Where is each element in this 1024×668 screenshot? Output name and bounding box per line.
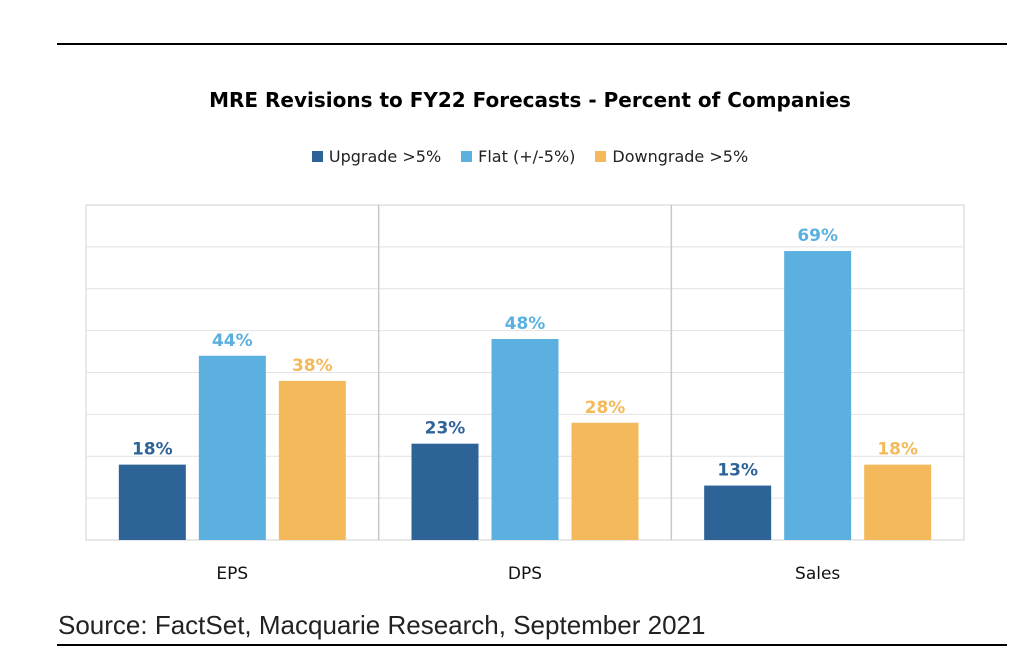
- data-label: 18%: [132, 440, 173, 460]
- bar-eps-1: [198, 355, 266, 540]
- bar-dps-2: [571, 422, 639, 540]
- category-label: EPS: [216, 564, 248, 584]
- bar-sales-0: [704, 485, 772, 540]
- source-note: Source: FactSet, Macquarie Research, Sep…: [58, 610, 706, 640]
- legend-swatch-downgrade: [595, 151, 607, 162]
- data-label: 23%: [425, 419, 466, 439]
- category-label: DPS: [508, 564, 542, 584]
- data-label: 48%: [505, 314, 546, 334]
- chart-title: MRE Revisions to FY22 Forecasts - Percen…: [209, 88, 851, 112]
- category-label: Sales: [795, 564, 840, 584]
- bar-eps-0: [118, 464, 186, 540]
- legend-item-flat: Flat (+/-5%): [461, 147, 575, 166]
- data-label: 38%: [292, 356, 333, 376]
- legend-swatch-upgrade: [311, 151, 323, 162]
- legend-swatch-flat: [461, 151, 473, 162]
- bar-dps-1: [491, 339, 559, 540]
- legend-item-downgrade: Downgrade >5%: [595, 147, 748, 166]
- bar-chart: 18% 44% 38% EPS 23% 48% 28% DPS 13% 69% 18% Sales: [85, 204, 965, 584]
- bar-dps-0: [411, 443, 479, 540]
- legend-label-downgrade: Downgrade >5%: [612, 147, 749, 166]
- legend-item-upgrade: Upgrade >5%: [311, 147, 442, 166]
- data-label: 13%: [717, 461, 758, 481]
- bottom-rule: [57, 644, 1007, 646]
- bar-sales-2: [864, 464, 932, 540]
- data-label: 18%: [877, 440, 918, 460]
- data-label: 44%: [212, 331, 253, 351]
- chart-legend: Upgrade >5% Flat (+/-5%) Downgrade >5%: [0, 147, 1024, 166]
- legend-label-upgrade: Upgrade >5%: [328, 147, 442, 166]
- data-label: 69%: [797, 226, 838, 246]
- bar-sales-1: [784, 251, 852, 540]
- top-rule: [57, 43, 1007, 45]
- bar-eps-2: [278, 380, 346, 540]
- legend-label-flat: Flat (+/-5%): [478, 147, 576, 166]
- data-label: 28%: [585, 398, 626, 418]
